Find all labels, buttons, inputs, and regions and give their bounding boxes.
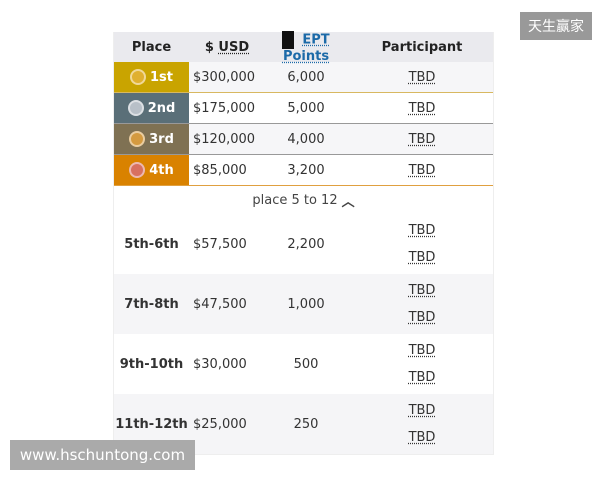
- chevron-up-icon: ︿: [341, 194, 355, 210]
- participant-tbd: TBD: [408, 370, 436, 385]
- place-cell: 7th-8th: [124, 296, 179, 312]
- usd-cell: $25,000: [193, 416, 247, 432]
- usd-cell: $57,500: [193, 236, 247, 252]
- points-cell: 6,000: [287, 69, 325, 85]
- participant-tbd: TBD: [408, 343, 436, 358]
- points-cell: 250: [293, 416, 319, 432]
- place-cell: 3rd: [114, 124, 189, 154]
- participant-tbd: TBD: [408, 283, 436, 298]
- place-cell: 11th-12th: [115, 416, 188, 432]
- points-cell: 4,000: [287, 131, 325, 147]
- ept-points-link[interactable]: EPT Points: [282, 32, 330, 64]
- participant-cell: TBD: [351, 132, 493, 147]
- place-label: 2nd: [147, 100, 176, 116]
- participant-cell: TBD: [351, 101, 493, 116]
- participant-tbd: TBD: [408, 250, 436, 265]
- table-row: 1st $300,000 6,000 TBD: [114, 62, 493, 93]
- usd-cell: $175,000: [193, 100, 256, 116]
- participant-cell: TBD TBD: [351, 223, 493, 265]
- table-row: 2nd $175,000 5,000 TBD: [114, 93, 493, 124]
- toggle-places-button[interactable]: place 5 to 12 ︿: [114, 186, 493, 214]
- table-header: Place $ USD EPT Points Participant: [114, 30, 493, 64]
- points-cell: 500: [293, 356, 319, 372]
- participant-cell: TBD TBD: [351, 403, 493, 445]
- usd-abbr: USD: [218, 39, 250, 55]
- usd-cell: $85,000: [193, 162, 247, 178]
- header-usd: $ USD: [189, 40, 261, 55]
- participant-tbd: TBD: [408, 403, 436, 418]
- toggle-label: place 5 to 12: [252, 192, 338, 208]
- place-label: 1st: [150, 69, 173, 85]
- points-cell: 3,200: [287, 162, 325, 178]
- participant-cell: TBD: [351, 163, 493, 178]
- place-cell: 9th-10th: [119, 356, 184, 372]
- participant-cell: TBD: [351, 70, 493, 85]
- participant-tbd: TBD: [408, 100, 436, 116]
- usd-cell: $120,000: [193, 131, 256, 147]
- participant-tbd: TBD: [408, 223, 436, 238]
- medal-icon: [127, 100, 144, 116]
- header-points[interactable]: EPT Points: [261, 30, 351, 64]
- participant-tbd: TBD: [408, 430, 436, 445]
- usd-cell: $300,000: [193, 69, 256, 85]
- participant-tbd: TBD: [408, 310, 436, 325]
- participant-cell: TBD TBD: [351, 343, 493, 385]
- table-row: 4th $85,000 3,200 TBD: [114, 155, 493, 186]
- points-cell: 1,000: [287, 296, 325, 312]
- medal-icon: [130, 69, 146, 85]
- usd-cell: $30,000: [193, 356, 247, 372]
- payout-table: Place $ USD EPT Points Participant 1st $…: [113, 30, 494, 455]
- participant-tbd: TBD: [408, 162, 436, 178]
- place-label: 3rd: [149, 131, 174, 147]
- table-row: 3rd $120,000 4,000 TBD: [114, 124, 493, 155]
- usd-prefix: $: [204, 39, 219, 55]
- place-cell: 2nd: [114, 93, 189, 123]
- points-cell: 5,000: [287, 100, 325, 116]
- watermark-top: 天生赢家: [520, 12, 592, 40]
- place-cell: 5th-6th: [124, 236, 179, 252]
- watermark-bottom: www.hschuntong.com: [10, 440, 195, 470]
- header-participant: Participant: [381, 39, 463, 55]
- table-row: 9th-10th $30,000 500 TBD TBD: [114, 334, 493, 394]
- participant-tbd: TBD: [408, 131, 436, 147]
- place-label: 4th: [149, 162, 174, 178]
- table-row: 7th-8th $47,500 1,000 TBD TBD: [114, 274, 493, 334]
- participant-cell: TBD TBD: [351, 283, 493, 325]
- medal-icon: [129, 131, 146, 147]
- place-cell: 1st: [114, 62, 189, 92]
- place-cell: 4th: [114, 155, 189, 185]
- header-place: Place: [131, 39, 172, 55]
- points-cell: 2,200: [287, 236, 325, 252]
- medal-icon: [129, 162, 146, 178]
- participant-tbd: TBD: [408, 69, 436, 85]
- table-row: 5th-6th $57,500 2,200 TBD TBD: [114, 214, 493, 274]
- ept-logo-icon: [282, 30, 295, 49]
- usd-cell: $47,500: [193, 296, 247, 312]
